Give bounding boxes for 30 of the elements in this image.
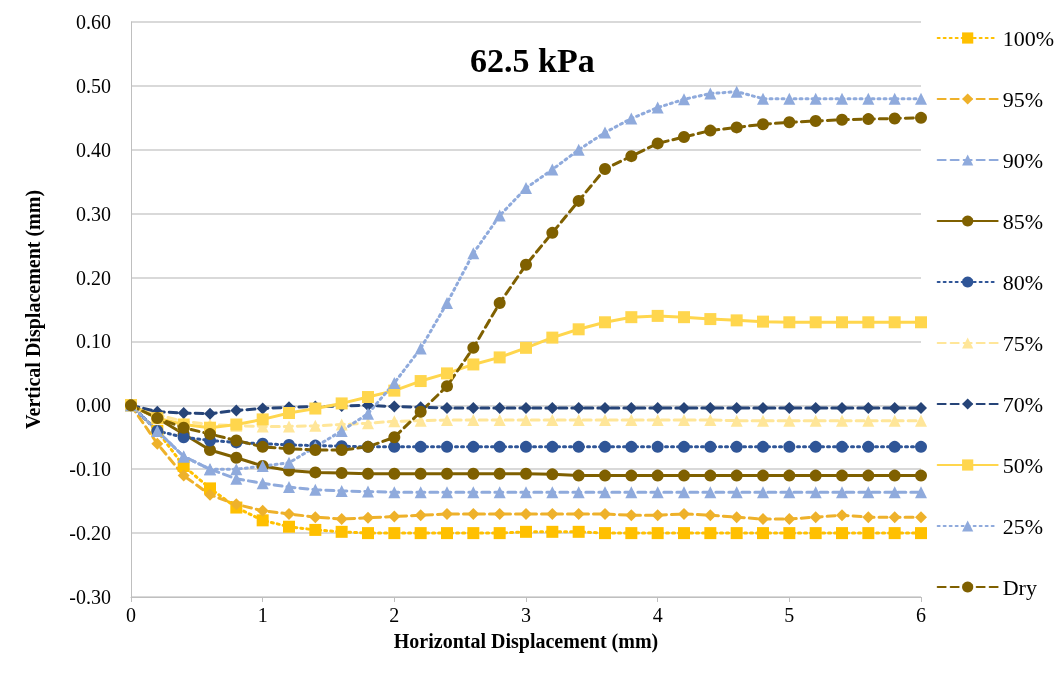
y-tick-label: 0.30 — [76, 202, 111, 225]
legend-label: 80% — [1002, 269, 1043, 295]
x-tick-label: 6 — [916, 604, 926, 626]
x-tick-label: 2 — [389, 604, 400, 626]
y-tick-label: -0.20 — [69, 522, 111, 545]
x-tick-label: 4 — [652, 604, 663, 626]
y-tick-label: 0.10 — [76, 330, 111, 353]
x-axis-title: Horizontal Displacement (mm) — [393, 630, 659, 653]
y-tick-label: 0.50 — [76, 74, 111, 97]
y-tick-label: -0.30 — [69, 586, 111, 608]
legend-label: 100% — [1002, 25, 1054, 51]
x-tick-label: 1 — [257, 604, 268, 626]
text: 62.5 kPa — [470, 41, 595, 79]
legend-label: 50% — [1002, 452, 1043, 478]
legend-label: 90% — [1002, 147, 1043, 173]
legend-label: Dry — [1002, 574, 1037, 600]
y-tick-label: -0.10 — [69, 458, 111, 481]
x-tick-label: 5 — [784, 604, 795, 626]
y-tick-label: 0.00 — [76, 394, 111, 417]
y-tick-label: 0.20 — [76, 266, 111, 289]
legend-label: 25% — [1002, 513, 1043, 539]
y-tick-label: 0.60 — [76, 11, 111, 33]
legend-label: 85% — [1002, 208, 1043, 234]
legend-label: 70% — [1002, 391, 1043, 417]
y-tick-label: 0.40 — [76, 138, 111, 161]
x-tick-label: 0 — [126, 604, 136, 626]
x-tick-label: 3 — [521, 604, 531, 626]
y-axis-title: Vertical Displacement (mm) — [22, 189, 45, 430]
legend-label: 95% — [1002, 86, 1043, 112]
legend-label: 75% — [1002, 330, 1043, 356]
